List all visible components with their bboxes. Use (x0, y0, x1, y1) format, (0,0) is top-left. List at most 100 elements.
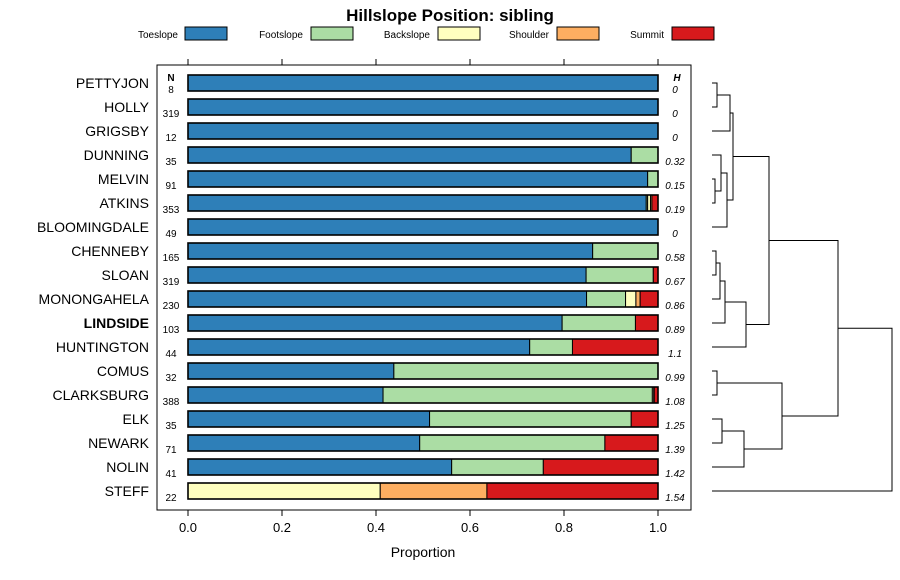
bar-outline-dunning (187, 146, 659, 164)
h-label-grigsby: 0 (672, 133, 678, 144)
row-label-elk: ELK (123, 411, 150, 427)
dendrogram-branch (712, 178, 716, 204)
bar-segment-lindside-toeslope (187, 314, 563, 332)
row-label-pettyjon: PETTYJON (76, 75, 149, 91)
bar-segment-newark-toeslope (187, 434, 421, 452)
bar-segment-monongahela-toeslope (187, 290, 588, 308)
legend-swatch-footslope (310, 26, 354, 41)
dendrogram-branch (769, 240, 839, 417)
bar-outline-grigsby (187, 122, 659, 140)
h-label-holly: 0 (672, 109, 678, 120)
n-label-dunning: 35 (165, 157, 177, 168)
h-label-clarksburg: 1.08 (665, 397, 685, 408)
bar-segment-monongahela-footslope (586, 290, 627, 308)
h-label-monongahela: 0.86 (665, 301, 685, 312)
bar-segment-pettyjon-toeslope (187, 74, 659, 92)
legend-swatch-summit (671, 26, 715, 41)
h-label-atkins: 0.19 (665, 205, 685, 216)
plot-frame (156, 64, 692, 511)
bar-segment-chenneby-toeslope (187, 242, 594, 260)
h-label-melvin: 0.15 (665, 181, 685, 192)
bar-segment-nolin-footslope (451, 458, 544, 476)
bars-group (187, 74, 659, 500)
n-label-huntington: 44 (165, 349, 177, 360)
h-label-lindside: 0.89 (665, 325, 685, 336)
row-label-monongahela: MONONGAHELA (39, 291, 150, 307)
bar-outline-atkins (187, 194, 659, 212)
legend: Toeslope Footslope Backslope Shoulder Summit (138, 26, 715, 41)
dendrogram-branch (712, 430, 745, 468)
bar-segment-dunning-toeslope (187, 146, 632, 164)
n-label-newark: 71 (165, 445, 177, 456)
n-label-comus: 32 (165, 373, 177, 384)
row-label-melvin: MELVIN (98, 171, 149, 187)
bar-segment-melvin-footslope (647, 170, 659, 188)
bar-segment-huntington-toeslope (187, 338, 531, 356)
n-label-clarksburg: 388 (163, 397, 180, 408)
dendrogram-branch (712, 172, 728, 228)
row-label-dunning: DUNNING (84, 147, 149, 163)
legend-label-toeslope: Toeslope (138, 30, 178, 41)
h-label-steff: 1.54 (665, 493, 685, 504)
bar-segment-elk-footslope (429, 410, 632, 428)
bar-outline-nolin (187, 458, 659, 476)
row-label-holly: HOLLY (104, 99, 150, 115)
x-axis: 0.0 0.2 0.4 0.6 0.8 1.0 (179, 59, 667, 535)
x-tick-label: 0.0 (179, 520, 197, 535)
bar-segment-grigsby-toeslope (187, 122, 659, 140)
legend-swatch-backslope (437, 26, 481, 41)
dendrogram-branch (712, 82, 718, 108)
bar-segment-lindside-summit (634, 314, 659, 332)
bar-segment-nolin-toeslope (187, 458, 453, 476)
row-label-comus: COMUS (97, 363, 149, 379)
bar-segment-comus-footslope (393, 362, 659, 380)
bar-outline-elk (187, 410, 659, 428)
bar-segment-dunning-footslope (630, 146, 659, 164)
bar-segment-newark-footslope (419, 434, 606, 452)
h-header: H (673, 73, 681, 84)
dendrogram-branch (712, 327, 893, 492)
bar-outline-holly (187, 98, 659, 116)
bar-segment-huntington-summit (571, 338, 659, 356)
dendrogram-branch (712, 301, 747, 348)
h-label-nolin: 1.42 (665, 469, 685, 480)
x-tick-label: 1.0 (649, 520, 667, 535)
n-label-melvin: 91 (165, 181, 177, 192)
bar-outline-monongahela (187, 290, 659, 308)
bar-segment-bloomingdale-toeslope (187, 218, 659, 236)
bar-segment-chenneby-footslope (592, 242, 659, 260)
legend-label-footslope: Footslope (259, 30, 303, 41)
chart-title: Hillslope Position: sibling (346, 6, 554, 25)
bar-segment-monongahela-summit (639, 290, 659, 308)
legend-label-backslope: Backslope (384, 30, 431, 41)
dendrogram-branch (733, 156, 770, 325)
row-label-grigsby: GRIGSBY (85, 123, 149, 139)
row-label-newark: NEWARK (88, 435, 150, 451)
n-label-sloan: 319 (163, 277, 180, 288)
bar-segment-holly-toeslope (187, 98, 659, 116)
n-label-holly: 319 (163, 109, 180, 120)
bar-segment-monongahela-shoulder (635, 290, 641, 308)
h-label-pettyjon: 0 (672, 85, 678, 96)
row-label-steff: STEFF (105, 483, 149, 499)
dendrogram-branch (712, 280, 726, 324)
legend-label-summit: Summit (630, 30, 664, 41)
bar-segment-elk-summit (630, 410, 659, 428)
h-label-sloan: 0.67 (665, 277, 685, 288)
dendrogram-branch (712, 250, 717, 276)
bar-segment-comus-toeslope (187, 362, 395, 380)
dendrogram (712, 82, 893, 492)
x-axis-title: Proportion (391, 544, 456, 560)
bar-segment-atkins-toeslope (187, 194, 647, 212)
legend-swatch-toeslope (184, 26, 228, 41)
n-label-pettyjon: 8 (168, 85, 174, 96)
bar-segment-nolin-summit (542, 458, 659, 476)
n-label-elk: 35 (165, 421, 177, 432)
bar-outline-bloomingdale (187, 218, 659, 236)
bar-segment-sloan-toeslope (187, 266, 587, 284)
n-label-atkins: 353 (163, 205, 180, 216)
h-label-dunning: 0.32 (665, 157, 685, 168)
legend-swatch-shoulder (556, 26, 600, 41)
bar-outline-huntington (187, 338, 659, 356)
bar-segment-huntington-footslope (529, 338, 573, 356)
